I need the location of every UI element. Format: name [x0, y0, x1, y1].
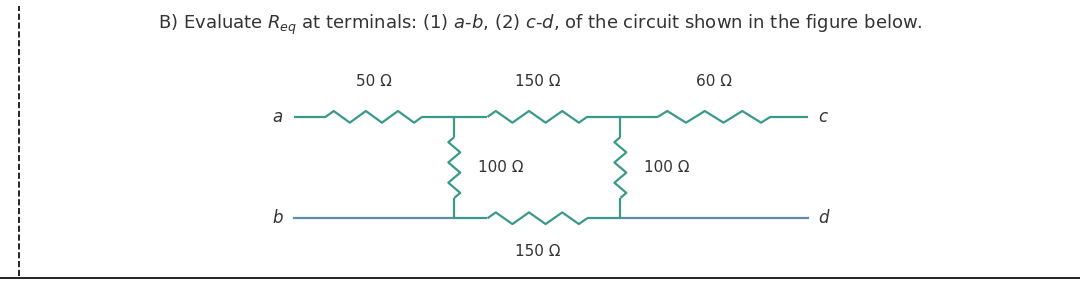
Text: a: a [272, 108, 283, 126]
Text: 150 Ω: 150 Ω [514, 74, 561, 89]
Text: 60 Ω: 60 Ω [697, 74, 732, 89]
Text: b: b [272, 209, 283, 227]
Text: 50 Ω: 50 Ω [356, 74, 392, 89]
Text: 150 Ω: 150 Ω [514, 244, 561, 259]
Text: B) Evaluate $R_{eq}$ at terminals: (1) $a$-$b$, (2) $c$-$d$, of the circuit show: B) Evaluate $R_{eq}$ at terminals: (1) $… [158, 13, 922, 37]
Text: c: c [819, 108, 827, 126]
Text: d: d [819, 209, 829, 227]
Text: 100 Ω: 100 Ω [644, 160, 689, 175]
Text: 100 Ω: 100 Ω [477, 160, 524, 175]
